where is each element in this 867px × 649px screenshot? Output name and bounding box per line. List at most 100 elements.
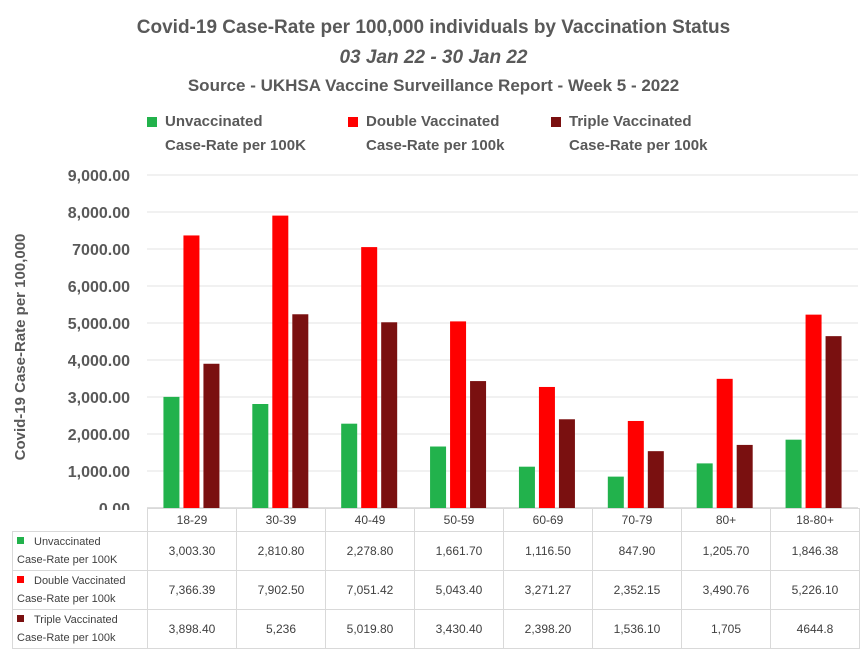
row-swatch	[17, 615, 24, 622]
row-header-line2: Case-Rate per 100K	[17, 554, 118, 566]
category-label: 80+	[681, 508, 771, 532]
row-swatch	[17, 576, 24, 583]
bar-triple-30-39	[292, 314, 309, 508]
data-table: 18-29 30-39 40-49 50-59 60-69 70-79 80+ …	[12, 508, 860, 649]
bar-double-18-29	[183, 235, 200, 508]
data-label: 2,352.15	[592, 570, 682, 610]
y-tick-label: 8,000.00	[68, 205, 130, 222]
y-tick-label: 5,000.00	[68, 316, 130, 333]
data-label: 3,430.40	[414, 609, 504, 649]
bar-unvaccinated-50-59	[430, 446, 447, 508]
category-label: 30-39	[236, 508, 326, 532]
category-label: 70-79	[592, 508, 682, 532]
data-label: 1,536.10	[592, 609, 682, 649]
category-label: 50-59	[414, 508, 504, 532]
chart-subtitle: 03 Jan 22 - 30 Jan 22	[339, 47, 528, 68]
data-label: 7,902.50	[236, 570, 326, 610]
legend-swatch-triple	[551, 117, 561, 127]
bar-double-50-59	[450, 321, 467, 508]
data-label: 2,278.80	[325, 531, 415, 571]
bar-unvaccinated-18-29	[163, 396, 180, 508]
data-label: 7,051.42	[325, 570, 415, 610]
bar-double-70-79	[627, 420, 644, 508]
row-header-line2: Case-Rate per 100k	[17, 632, 116, 644]
data-label: 4644.8	[770, 609, 860, 649]
data-label: 5,019.80	[325, 609, 415, 649]
row-header: Unvaccinated Case-Rate per 100K	[12, 531, 148, 571]
y-tick-label: 7000.00	[72, 242, 130, 259]
bar-unvaccinated-40-49	[341, 423, 358, 508]
bar-double-80+	[716, 378, 733, 508]
chart-source: Source - UKHSA Vaccine Surveillance Repo…	[187, 76, 680, 95]
row-header: Triple Vaccinated Case-Rate per 100k	[12, 609, 148, 649]
data-label: 3,271.27	[503, 570, 593, 610]
table-row-unvaccinated: Unvaccinated Case-Rate per 100K 3,003.30…	[12, 531, 860, 571]
y-axis-label: Covid-19 Case-Rate per 100,000	[12, 234, 29, 461]
bar-triple-80+	[736, 444, 753, 508]
data-label: 847.90	[592, 531, 682, 571]
table-row-triple: Triple Vaccinated Case-Rate per 100k 3,8…	[12, 609, 860, 649]
bar-unvaccinated-80+	[696, 463, 713, 508]
data-label: 1,116.50	[503, 531, 593, 571]
bar-triple-18-80+	[825, 336, 842, 508]
y-tick-label: 6,000.00	[68, 279, 130, 296]
legend-swatch-unvaccinated	[147, 117, 157, 127]
legend-item-double: Double Vaccinated Case-Rate per 100k	[348, 110, 504, 158]
bar-triple-60-69	[558, 419, 575, 508]
bar-triple-18-29	[203, 363, 220, 508]
data-label: 3,490.76	[681, 570, 771, 610]
data-label: 5,043.40	[414, 570, 504, 610]
bar-triple-70-79	[647, 451, 664, 508]
y-axis-tick-labels: 0.00 1,000.00 2,000.00 3,000.00 4,000.00 5,00…	[68, 168, 130, 510]
data-label: 2,810.80	[236, 531, 326, 571]
category-label: 60-69	[503, 508, 593, 532]
bars	[163, 215, 842, 509]
row-header-line1: Double Vaccinated	[34, 575, 126, 587]
row-header-line1: Unvaccinated	[34, 536, 101, 548]
bar-unvaccinated-18-80+	[785, 439, 802, 508]
bar-chart: 0.00 1,000.00 2,000.00 3,000.00 4,000.00 5,00…	[12, 168, 858, 510]
y-tick-label: 2,000.00	[68, 427, 130, 444]
legend-item-unvaccinated: Unvaccinated Case-Rate per 100K	[147, 110, 306, 158]
bar-unvaccinated-70-79	[607, 476, 624, 508]
legend-item-triple: Triple Vaccinated Case-Rate per 100k	[551, 110, 707, 158]
data-label: 3,003.30	[147, 531, 237, 571]
y-tick-label: 4,000.00	[68, 353, 130, 370]
data-label: 3,898.40	[147, 609, 237, 649]
bar-triple-40-49	[381, 322, 398, 508]
table-header-row: 18-29 30-39 40-49 50-59 60-69 70-79 80+ …	[13, 508, 860, 532]
chart-title: Covid-19 Case-Rate per 100,000 individua…	[136, 17, 731, 38]
data-label: 7,366.39	[147, 570, 237, 610]
legend-label-line1: Triple Vaccinated	[569, 113, 692, 130]
category-label: 40-49	[325, 508, 415, 532]
data-label: 2,398.20	[503, 609, 593, 649]
y-tick-label: 3,000.00	[68, 390, 130, 407]
data-label: 1,846.38	[770, 531, 860, 571]
legend-label-line2: Case-Rate per 100K	[165, 137, 306, 154]
data-label: 1,661.70	[414, 531, 504, 571]
category-label: 18-80+	[770, 508, 860, 532]
row-header-line2: Case-Rate per 100k	[17, 593, 116, 605]
row-swatch	[17, 537, 24, 544]
bar-double-18-80+	[805, 314, 822, 508]
row-header: Double Vaccinated Case-Rate per 100k	[12, 570, 148, 610]
table-row-double: Double Vaccinated Case-Rate per 100k 7,3…	[12, 570, 860, 610]
legend-label-line2: Case-Rate per 100k	[569, 137, 708, 154]
bar-double-30-39	[272, 215, 289, 509]
table-corner	[13, 509, 148, 532]
legend-label-line1: Double Vaccinated	[366, 113, 500, 130]
data-label: 1,705	[681, 609, 771, 649]
y-tick-label: 9,000.00	[68, 168, 130, 185]
bar-double-60-69	[538, 386, 555, 508]
data-label: 1,205.70	[681, 531, 771, 571]
category-label: 18-29	[147, 508, 237, 532]
legend-label-line1: Unvaccinated	[165, 113, 263, 130]
row-header-line1: Triple Vaccinated	[34, 614, 118, 626]
data-label: 5,236	[236, 609, 326, 649]
bar-unvaccinated-30-39	[252, 404, 269, 508]
y-tick-label: 0.00	[99, 501, 130, 510]
bar-unvaccinated-60-69	[518, 466, 535, 508]
legend-swatch-double	[348, 117, 358, 127]
bar-triple-50-59	[470, 381, 487, 508]
bar-double-40-49	[361, 247, 378, 508]
